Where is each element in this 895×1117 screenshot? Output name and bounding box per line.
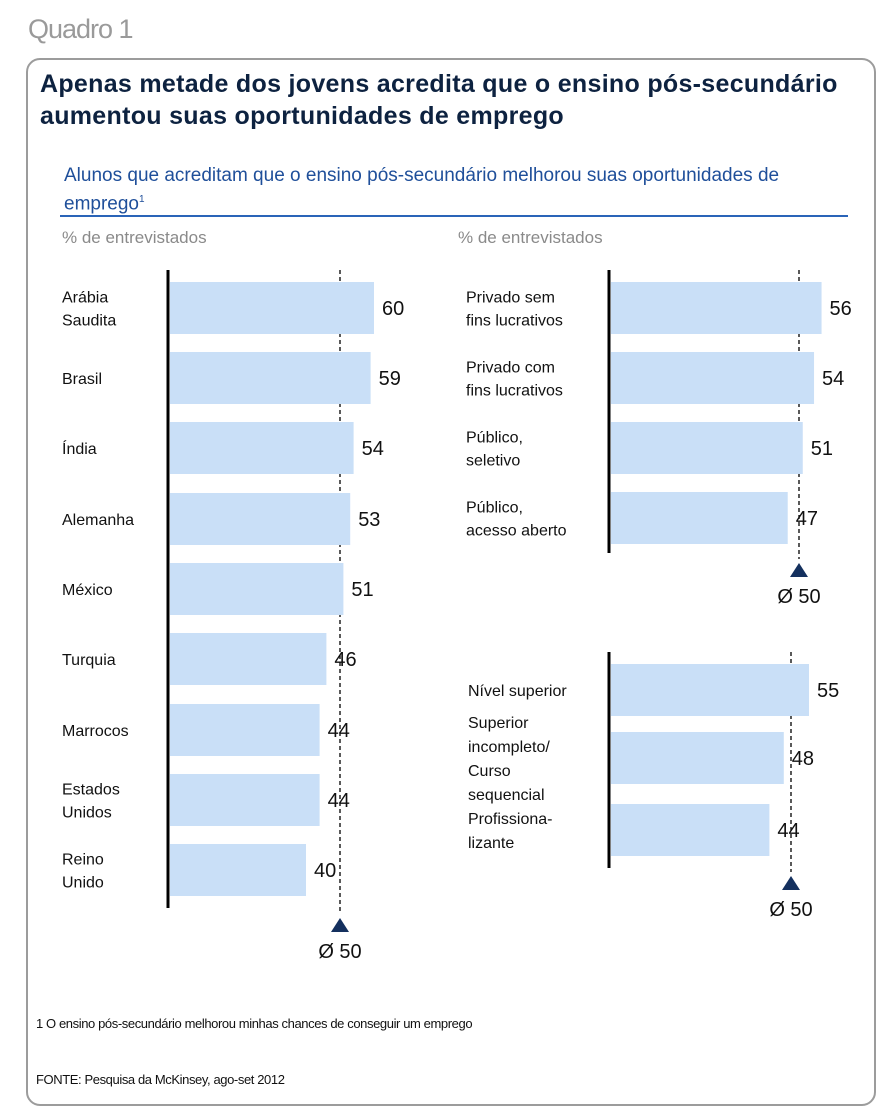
education-bar [611, 732, 784, 784]
institutions-bar [611, 282, 822, 334]
institutions-value-label: 47 [796, 508, 818, 530]
countries-value-label: 60 [382, 298, 404, 320]
institutions-bar [611, 352, 815, 404]
countries-value-label: 44 [328, 790, 350, 812]
footnote: 1 O ensino pós-secundário melhorou minha… [36, 1016, 473, 1031]
countries-bar [170, 352, 371, 404]
countries-category-label: Brasil [62, 371, 102, 388]
institutions-value-label: 51 [811, 438, 833, 460]
countries-value-label: 59 [379, 368, 401, 390]
institutions-value-label: 54 [822, 368, 844, 390]
countries-value-label: 46 [334, 649, 356, 671]
countries-category-label: Estados Unidos [62, 782, 120, 822]
countries-value-label: 51 [351, 579, 373, 601]
countries-category-label: México [62, 582, 113, 599]
education-value-label: 44 [777, 820, 799, 842]
countries-bar [170, 563, 344, 615]
institutions-reference-label: Ø 50 [777, 586, 820, 608]
institutions-bar [611, 422, 803, 474]
source: FONTE: Pesquisa da McKinsey, ago-set 201… [36, 1072, 285, 1087]
institutions-bar [611, 492, 788, 544]
education-reference-label: Ø 50 [769, 899, 812, 921]
education-bar [611, 804, 770, 856]
countries-bar [170, 493, 351, 545]
countries-bar [170, 844, 306, 896]
education-bar [611, 664, 809, 716]
institutions-category-label: Privado com fins lucrativos [466, 360, 563, 400]
countries-category-label: Arábia Saudita [62, 290, 116, 330]
chart-title: Apenas metade dos jovens acredita que o … [40, 70, 838, 130]
chart-panel [26, 58, 876, 1106]
subtitle-footnote-mark: 1 [139, 194, 145, 205]
countries-value-label: 40 [314, 860, 336, 882]
institutions-reference-marker [790, 563, 808, 577]
unit-label-left: % de entrevistados [62, 228, 207, 247]
countries-bar [170, 704, 320, 756]
subtitle-rule [60, 215, 848, 217]
countries-category-label: Alemanha [62, 512, 134, 529]
countries-bar [170, 422, 354, 474]
education-value-label: 48 [792, 748, 814, 770]
countries-reference-marker [331, 918, 349, 932]
countries-category-label: Índia [62, 439, 97, 458]
chart-subtitle: Alunos que acreditam que o ensino pós-se… [64, 164, 854, 216]
countries-category-label: Reino Unido [62, 852, 104, 892]
education-reference-marker [782, 876, 800, 890]
countries-value-label: 53 [358, 509, 380, 531]
subtitle-text: Alunos que acreditam que o ensino pós-se… [64, 165, 780, 215]
institutions-category-label: Privado sem fins lucrativos [466, 290, 563, 330]
education-category-label: Nível superior [468, 683, 567, 700]
figure-label: Quadro 1 [28, 14, 134, 44]
countries-bar [170, 633, 327, 685]
countries-category-label: Marrocos [62, 723, 129, 740]
unit-label-right: % de entrevistados [458, 228, 603, 247]
countries-value-label: 54 [362, 438, 384, 460]
education-category-label: Superior incompleto/Curso sequencial [468, 715, 550, 804]
institutions-category-label: Público, acesso aberto [466, 500, 567, 540]
countries-bar [170, 774, 320, 826]
countries-reference-label: Ø 50 [318, 941, 361, 963]
education-category-label: Profissiona-lizante [468, 811, 552, 852]
countries-category-label: Turquia [62, 652, 116, 669]
education-value-label: 55 [817, 680, 839, 702]
institutions-value-label: 56 [830, 298, 852, 320]
countries-value-label: 44 [328, 720, 350, 742]
institutions-category-label: Público, seletivo [466, 430, 523, 470]
countries-bar [170, 282, 374, 334]
